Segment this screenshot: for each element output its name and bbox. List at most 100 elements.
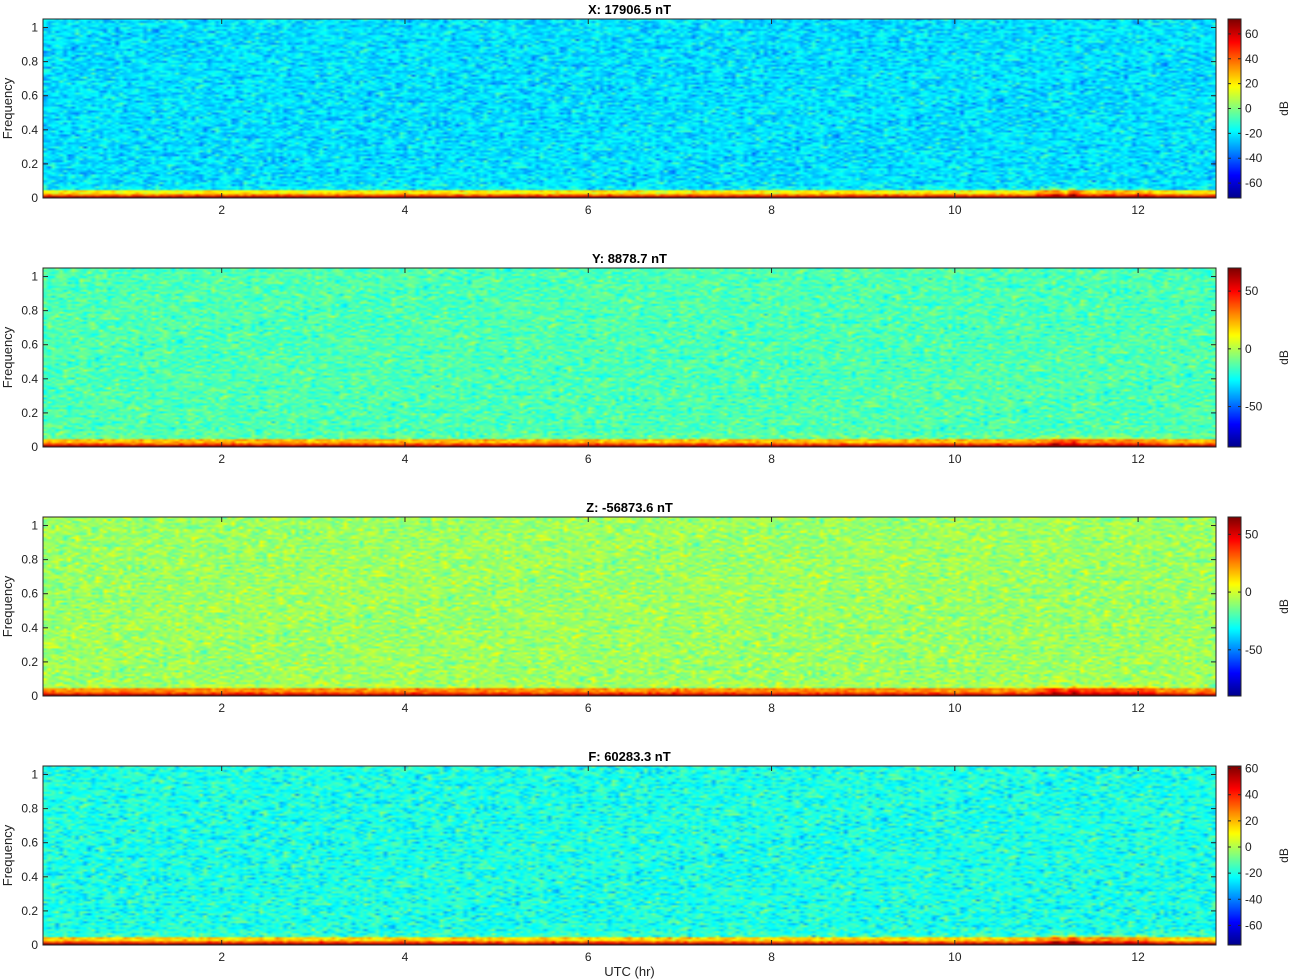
x-tick-label: 8 — [768, 950, 775, 964]
spectrogram-heatmap — [43, 268, 1216, 447]
x-tick-label: 6 — [585, 701, 592, 715]
y-tick-label: 0.6 — [21, 338, 38, 352]
x-tick-label: 10 — [948, 203, 962, 217]
colorbar-label: dB — [1277, 350, 1291, 365]
chart-title: X: 17906.5 nT — [588, 2, 671, 17]
y-tick-label: 0.6 — [21, 89, 38, 103]
y-tick-label: 0.2 — [21, 157, 38, 171]
y-tick-label: 0.2 — [21, 904, 38, 918]
x-tick-label: 10 — [948, 950, 962, 964]
colorbar-tick-label: 0 — [1245, 102, 1252, 116]
colorbar-tick-label: 40 — [1245, 788, 1259, 802]
y-tick-label: 0.4 — [21, 621, 38, 635]
colorbar-tick-label: 60 — [1245, 27, 1259, 41]
x-tick-label: 6 — [585, 452, 592, 466]
x-tick-label: 2 — [218, 701, 225, 715]
spectrogram-panel: Z: -56873.6 nT 2 4 6 8 10 12 0 0.2 0.4 0.6 0.8 1 Freq… — [0, 500, 1291, 715]
colorbar-tick-label: -20 — [1245, 866, 1263, 880]
y-tick-label: 0.8 — [21, 55, 38, 69]
spectrogram-panel: X: 17906.5 nT 2 4 6 8 10 12 0 0.2 0.4 0.6 0.8 1 Frequ… — [0, 2, 1291, 217]
colorbar-tick-label: 40 — [1245, 52, 1259, 66]
colorbar-tick-label: 50 — [1245, 527, 1259, 541]
y-tick-label: 0.6 — [21, 587, 38, 601]
axes-box — [42, 516, 1217, 697]
colorbar-tick-label: -40 — [1245, 892, 1263, 906]
colorbar — [1228, 766, 1241, 945]
y-tick-label: 1 — [31, 21, 38, 35]
x-tick-label: 2 — [218, 203, 225, 217]
x-tick-label: 2 — [218, 452, 225, 466]
y-tick-label: 1 — [31, 768, 38, 782]
chart-title: F: 60283.3 nT — [588, 749, 670, 764]
x-tick-label: 12 — [1131, 701, 1145, 715]
y-tick-label: 0.4 — [21, 870, 38, 884]
colorbar-box — [1227, 267, 1242, 448]
y-tick-label: 0.6 — [21, 836, 38, 850]
colorbar-box — [1227, 765, 1242, 946]
y-tick-label: 0.8 — [21, 553, 38, 567]
colorbar-tick-label: 20 — [1245, 814, 1259, 828]
x-tick-label: 12 — [1131, 452, 1145, 466]
y-tick-label: 0.8 — [21, 802, 38, 816]
y-axis-label: Frequency — [0, 575, 15, 637]
colorbar — [1228, 517, 1241, 696]
y-tick-label: 0.2 — [21, 406, 38, 420]
x-axis-label: UTC (hr) — [604, 964, 655, 979]
colorbar-label: dB — [1277, 101, 1291, 116]
axes-box — [42, 267, 1217, 448]
colorbar-label: dB — [1277, 848, 1291, 863]
y-tick-label: 0 — [31, 191, 38, 205]
x-tick-label: 10 — [948, 452, 962, 466]
colorbar-label: dB — [1277, 599, 1291, 614]
y-axis-label: Frequency — [0, 77, 15, 139]
colorbar-tick-label: 60 — [1245, 762, 1259, 776]
colorbar-tick-label: -40 — [1245, 151, 1263, 165]
spectrogram-heatmap — [43, 517, 1216, 696]
x-tick-label: 4 — [402, 701, 409, 715]
spectrogram-heatmap — [43, 766, 1216, 945]
y-tick-label: 0.8 — [21, 304, 38, 318]
x-tick-label: 4 — [402, 203, 409, 217]
chart-title: Y: 8878.7 nT — [592, 251, 667, 266]
colorbar-box — [1227, 516, 1242, 697]
x-tick-label: 8 — [768, 701, 775, 715]
y-tick-label: 0.4 — [21, 123, 38, 137]
y-tick-label: 0 — [31, 440, 38, 454]
x-tick-label: 2 — [218, 950, 225, 964]
colorbar-tick-label: 0 — [1245, 342, 1252, 356]
colorbar-tick-label: 0 — [1245, 840, 1252, 854]
axes-box — [42, 765, 1217, 946]
y-tick-label: 0.2 — [21, 655, 38, 669]
axes-box — [42, 18, 1217, 199]
colorbar-tick-label: -20 — [1245, 126, 1263, 140]
chart-title: Z: -56873.6 nT — [586, 500, 673, 515]
x-tick-label: 8 — [768, 452, 775, 466]
x-tick-label: 4 — [402, 452, 409, 466]
colorbar-tick-label: 20 — [1245, 77, 1259, 91]
spectrogram-heatmap — [43, 19, 1216, 198]
colorbar — [1228, 268, 1241, 447]
y-tick-label: 0 — [31, 938, 38, 952]
colorbar-tick-label: 0 — [1245, 585, 1252, 599]
y-tick-label: 0.4 — [21, 372, 38, 386]
x-tick-label: 10 — [948, 701, 962, 715]
colorbar-tick-label: -50 — [1245, 643, 1263, 657]
colorbar-tick-label: -50 — [1245, 400, 1263, 414]
y-tick-label: 0 — [31, 689, 38, 703]
x-tick-label: 12 — [1131, 950, 1145, 964]
y-tick-label: 1 — [31, 519, 38, 533]
colorbar-tick-label: 50 — [1245, 284, 1259, 298]
colorbar-tick-label: -60 — [1245, 176, 1263, 190]
colorbar — [1228, 19, 1241, 198]
x-tick-label: 6 — [585, 203, 592, 217]
y-axis-label: Frequency — [0, 326, 15, 388]
y-axis-label: Frequency — [0, 824, 15, 886]
x-tick-label: 8 — [768, 203, 775, 217]
x-tick-label: 4 — [402, 950, 409, 964]
x-tick-label: 6 — [585, 950, 592, 964]
colorbar-tick-label: -60 — [1245, 918, 1263, 932]
spectrogram-panel: F: 60283.3 nT 2 4 6 8 10 12 0 0.2 0.4 0.6 0.8 1 Frequ… — [0, 749, 1291, 964]
spectrogram-panel: Y: 8878.7 nT 2 4 6 8 10 12 0 0.2 0.4 0.6 0.8 1 Freque… — [0, 251, 1291, 466]
x-tick-label: 12 — [1131, 203, 1145, 217]
